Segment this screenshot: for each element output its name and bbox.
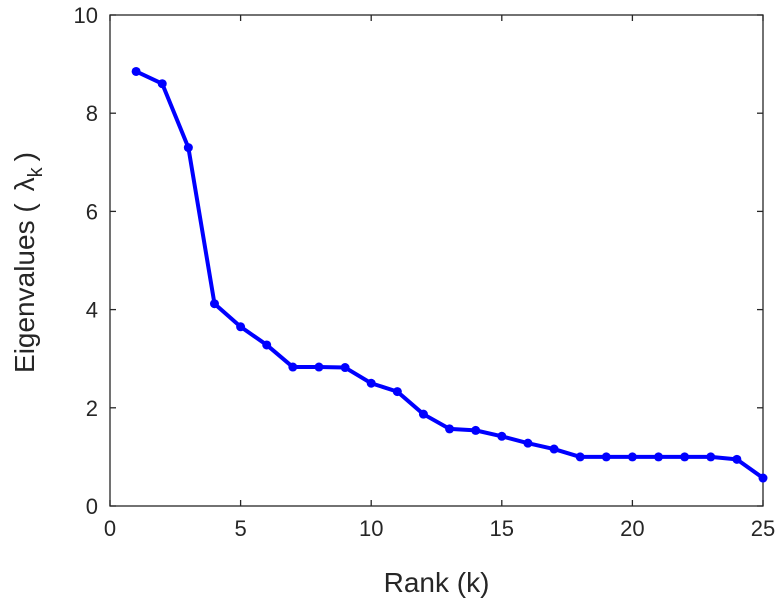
data-point: [366, 378, 376, 388]
data-point: [209, 299, 219, 309]
y-tick-label: 4: [86, 298, 98, 323]
data-point: [314, 362, 324, 372]
y-axis-title-suffix: ): [9, 152, 40, 161]
y-axis-ticks: 0 2 4 6 8 10: [74, 3, 763, 519]
data-point: [706, 452, 716, 462]
data-point: [340, 363, 350, 373]
data-point: [732, 454, 742, 464]
data-point: [262, 340, 272, 350]
data-point: [131, 66, 141, 76]
x-axis-title: Rank (k): [384, 567, 490, 598]
y-axis-title: Eigenvalues ( λk): [9, 152, 47, 373]
x-tick-label: 25: [751, 516, 775, 541]
data-point: [758, 473, 768, 483]
x-tick-label: 5: [234, 516, 246, 541]
series-line: [135, 69, 765, 480]
series-layer: [131, 66, 768, 483]
plot-frame: [109, 14, 764, 507]
y-axis-title-prefix: Eigenvalues (: [9, 203, 40, 373]
x-tick-label: 15: [490, 516, 514, 541]
data-point: [680, 452, 690, 462]
x-axis-ticks: 0 5 10 15 20 25: [104, 15, 775, 541]
data-point: [183, 143, 193, 153]
data-point: [418, 409, 428, 419]
data-point: [575, 452, 585, 462]
y-tick-label: 6: [86, 199, 98, 224]
data-point: [392, 387, 402, 397]
x-tick-label: 20: [620, 516, 644, 541]
x-tick-label: 0: [104, 516, 116, 541]
data-point: [627, 452, 637, 462]
y-tick-label: 10: [74, 3, 98, 28]
x-tick-label: 10: [359, 516, 383, 541]
data-point: [523, 438, 533, 448]
data-point: [497, 431, 507, 441]
data-point: [445, 424, 455, 434]
data-point: [236, 322, 246, 332]
y-tick-label: 2: [86, 396, 98, 421]
y-axis-title-symbol: λ: [9, 177, 40, 191]
plot-box: [109, 14, 764, 507]
data-point: [157, 79, 167, 89]
y-tick-label: 8: [86, 101, 98, 126]
data-point: [288, 362, 298, 372]
data-point: [549, 444, 559, 454]
data-point: [654, 452, 664, 462]
y-tick-label: 0: [86, 494, 98, 519]
data-point: [471, 425, 481, 435]
y-axis-title-subscript: k: [25, 166, 47, 177]
data-point: [601, 452, 611, 462]
